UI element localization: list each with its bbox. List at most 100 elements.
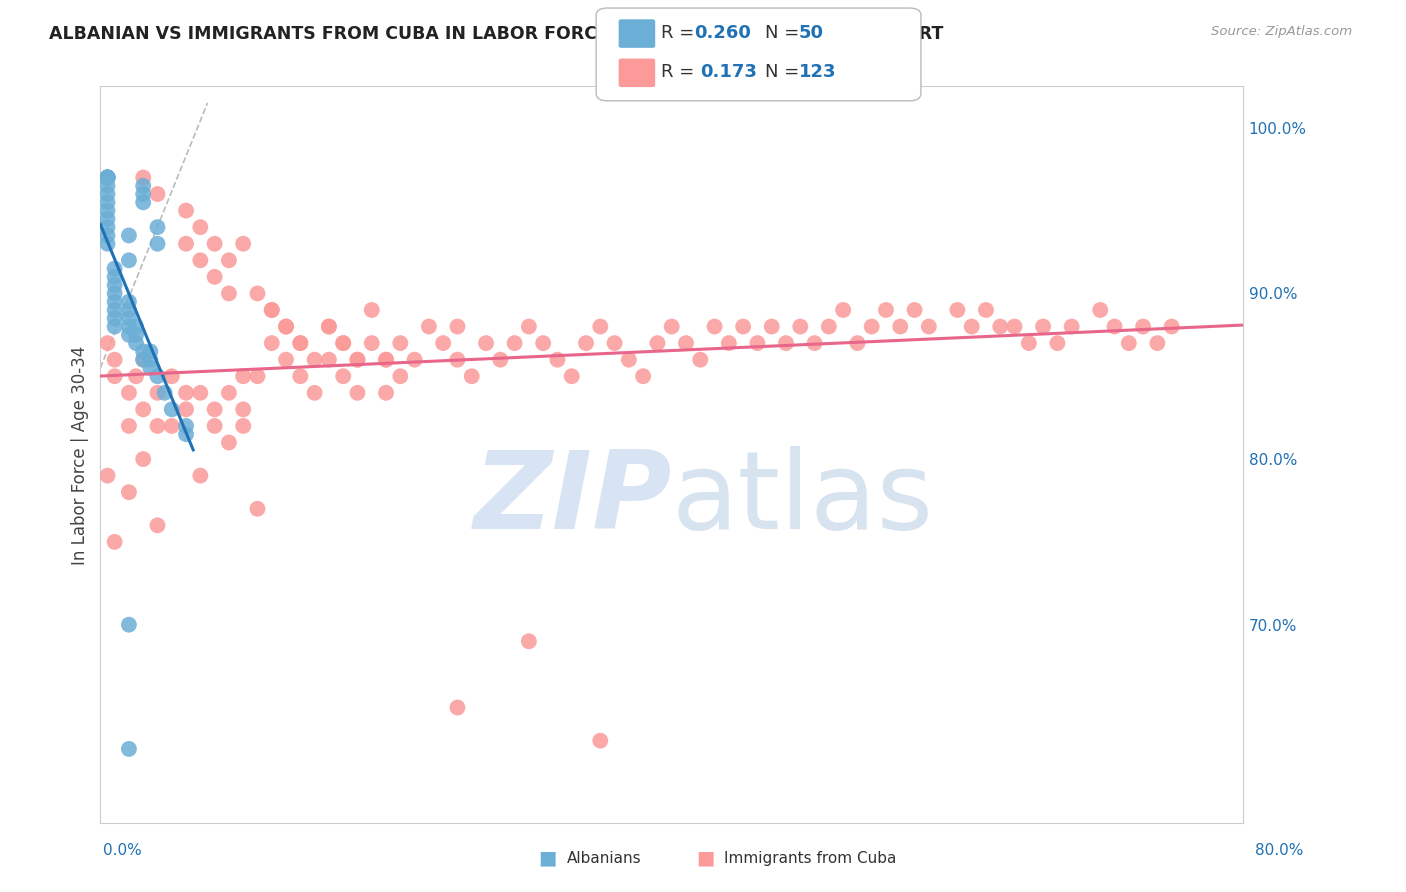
- Point: [475, 336, 498, 351]
- Point: [96, 170, 118, 185]
- Point: [125, 336, 148, 351]
- Point: [96, 170, 118, 185]
- Point: [946, 303, 969, 318]
- Point: [360, 303, 382, 318]
- Point: [703, 319, 725, 334]
- Point: [96, 170, 118, 185]
- Point: [404, 352, 426, 367]
- Point: [174, 402, 197, 417]
- Point: [1032, 319, 1054, 334]
- Point: [290, 336, 312, 351]
- Point: [125, 369, 148, 384]
- Point: [160, 369, 183, 384]
- Point: [446, 700, 468, 714]
- Point: [104, 352, 127, 367]
- Point: [446, 319, 468, 334]
- Point: [960, 319, 983, 334]
- Point: [118, 385, 141, 400]
- Point: [875, 303, 897, 318]
- Point: [661, 319, 683, 334]
- Point: [733, 319, 755, 334]
- Point: [118, 419, 141, 434]
- Point: [132, 344, 155, 359]
- Point: [118, 311, 141, 326]
- Point: [675, 336, 697, 351]
- Point: [174, 419, 197, 434]
- Point: [589, 733, 612, 747]
- Point: [503, 336, 526, 351]
- Point: [118, 253, 141, 268]
- Point: [132, 170, 155, 185]
- Point: [118, 303, 141, 318]
- Point: [274, 352, 297, 367]
- Text: ALBANIAN VS IMMIGRANTS FROM CUBA IN LABOR FORCE | AGE 30-34 CORRELATION CHART: ALBANIAN VS IMMIGRANTS FROM CUBA IN LABO…: [49, 25, 943, 43]
- Point: [132, 195, 155, 210]
- Point: [546, 352, 568, 367]
- Y-axis label: In Labor Force | Age 30-34: In Labor Force | Age 30-34: [72, 345, 89, 565]
- Point: [96, 468, 118, 483]
- Point: [304, 385, 326, 400]
- Text: ■: ■: [538, 848, 557, 868]
- Point: [188, 220, 211, 235]
- Point: [290, 369, 312, 384]
- Point: [96, 195, 118, 210]
- Point: [118, 319, 141, 334]
- Point: [461, 369, 484, 384]
- Text: ■: ■: [696, 848, 714, 868]
- Point: [1118, 336, 1140, 351]
- Point: [188, 468, 211, 483]
- Text: 0.173: 0.173: [700, 63, 756, 81]
- Point: [332, 369, 354, 384]
- Point: [1132, 319, 1154, 334]
- Text: Immigrants from Cuba: Immigrants from Cuba: [724, 851, 897, 865]
- Point: [246, 286, 269, 301]
- Point: [96, 336, 118, 351]
- Point: [146, 220, 169, 235]
- Point: [903, 303, 925, 318]
- Point: [174, 236, 197, 251]
- Point: [389, 336, 412, 351]
- Point: [1060, 319, 1083, 334]
- Point: [1004, 319, 1026, 334]
- Point: [318, 319, 340, 334]
- Point: [346, 385, 368, 400]
- Point: [304, 352, 326, 367]
- Point: [346, 352, 368, 367]
- Point: [1160, 319, 1182, 334]
- Point: [717, 336, 740, 351]
- Point: [146, 236, 169, 251]
- Point: [160, 402, 183, 417]
- Point: [988, 319, 1011, 334]
- Point: [174, 203, 197, 218]
- Point: [104, 286, 127, 301]
- Point: [232, 236, 254, 251]
- Point: [96, 220, 118, 235]
- Point: [232, 369, 254, 384]
- Point: [575, 336, 598, 351]
- Point: [96, 170, 118, 185]
- Text: N =: N =: [765, 63, 804, 81]
- Point: [246, 369, 269, 384]
- Point: [104, 534, 127, 549]
- Point: [96, 236, 118, 251]
- Point: [1018, 336, 1040, 351]
- Point: [818, 319, 841, 334]
- Point: [232, 419, 254, 434]
- Point: [146, 187, 169, 202]
- Point: [132, 178, 155, 193]
- Text: 50: 50: [799, 24, 824, 42]
- Point: [260, 303, 283, 318]
- Point: [132, 352, 155, 367]
- Point: [96, 170, 118, 185]
- Point: [389, 369, 412, 384]
- Point: [232, 402, 254, 417]
- Point: [647, 336, 669, 351]
- Point: [561, 369, 583, 384]
- Point: [188, 253, 211, 268]
- Point: [160, 419, 183, 434]
- Point: [375, 385, 398, 400]
- Text: Albanians: Albanians: [567, 851, 641, 865]
- Text: R =: R =: [661, 24, 700, 42]
- Point: [96, 170, 118, 185]
- Point: [517, 634, 540, 648]
